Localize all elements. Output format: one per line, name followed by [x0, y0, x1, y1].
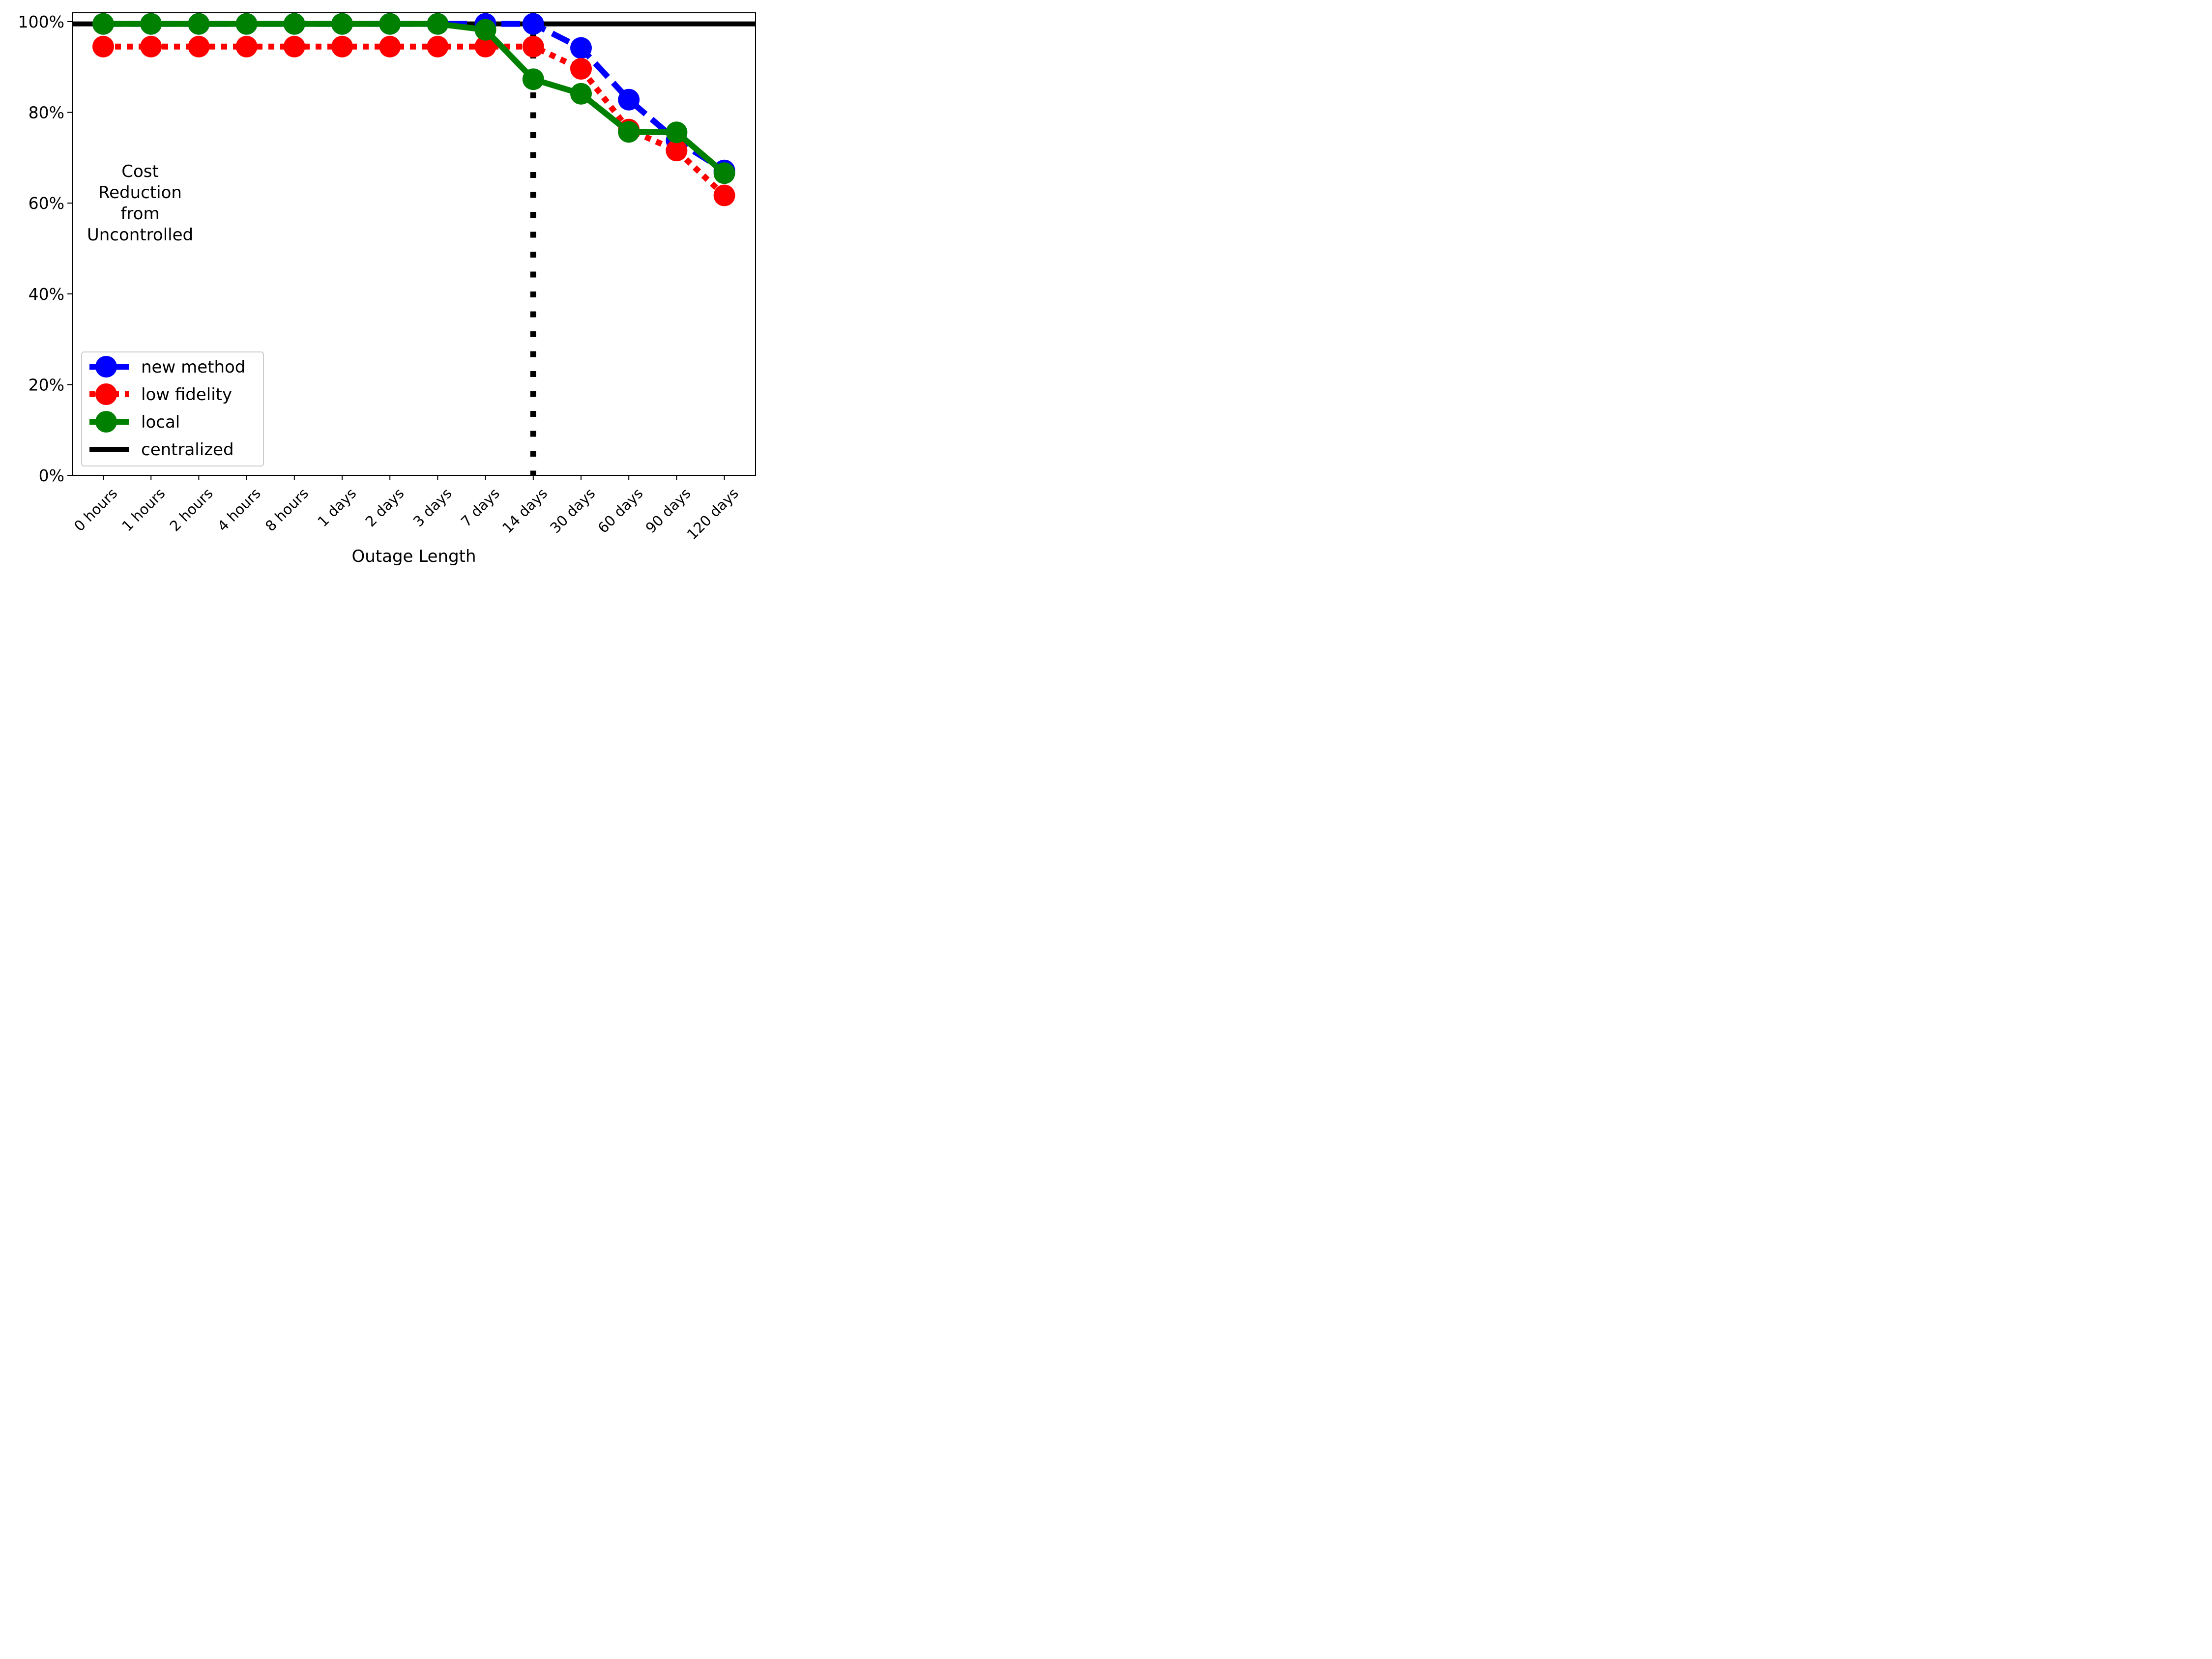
- side-label-line: Reduction: [98, 183, 182, 203]
- x-tick-label: 60 days: [594, 485, 646, 536]
- y-tick-label: 0%: [39, 466, 64, 485]
- x-tick-label: 14 days: [499, 485, 551, 536]
- data-point: [283, 35, 305, 58]
- data-point: [235, 35, 258, 58]
- data-point: [713, 162, 735, 184]
- data-point: [522, 13, 544, 35]
- data-point: [188, 35, 210, 58]
- x-axis-title: Outage Length: [351, 547, 476, 566]
- legend-entry-centralized: centralized: [89, 440, 234, 460]
- x-tick-label: 7 days: [458, 485, 503, 530]
- y-tick-label: 20%: [29, 375, 64, 394]
- series-line: [103, 43, 727, 198]
- data-point: [140, 35, 162, 58]
- y-tick-label: 100%: [18, 12, 64, 31]
- data-point: [713, 184, 735, 206]
- x-tick-label: 120 days: [684, 485, 742, 543]
- data-point: [331, 13, 353, 35]
- data-point: [618, 121, 640, 143]
- data-point: [188, 13, 210, 35]
- data-point: [140, 13, 162, 35]
- series-new-method: [92, 13, 735, 181]
- series-low-fidelity: [92, 35, 735, 206]
- data-point: [522, 68, 544, 90]
- legend-entry-new-method: new method: [89, 356, 245, 378]
- x-tick-label: 1 days: [314, 485, 359, 530]
- data-point: [92, 35, 114, 58]
- legend-marker: [95, 356, 117, 378]
- data-point: [379, 13, 401, 35]
- data-point: [474, 19, 496, 41]
- y-tick-label: 40%: [29, 285, 64, 304]
- data-point: [331, 35, 353, 58]
- x-tick-label: 8 hours: [262, 485, 312, 534]
- x-tick-label: 2 hours: [166, 485, 216, 534]
- legend-marker: [95, 411, 117, 433]
- data-point: [570, 37, 592, 59]
- x-tick-label: 0 hours: [71, 485, 120, 534]
- legend-label: new method: [141, 357, 245, 377]
- x-tick-label: 4 hours: [214, 485, 264, 534]
- series-local: [92, 13, 735, 184]
- data-point: [92, 13, 114, 35]
- side-label-line: Uncontrolled: [87, 225, 193, 245]
- data-point: [570, 58, 592, 80]
- legend-label: local: [141, 412, 180, 432]
- series-layer: [92, 13, 735, 206]
- x-tick-label: 1 hours: [118, 485, 168, 534]
- legend-entry-low-fidelity: low fidelity: [89, 383, 232, 405]
- data-point: [618, 88, 640, 111]
- plot-frame: [72, 12, 756, 476]
- legend-entry-local: local: [89, 411, 180, 433]
- data-point: [283, 13, 305, 35]
- legend-label: centralized: [141, 440, 234, 460]
- data-point: [570, 83, 592, 105]
- y-tick-label: 80%: [29, 103, 64, 122]
- data-point: [427, 35, 449, 58]
- x-tick-label: 3 days: [410, 485, 455, 530]
- side-label-line: from: [120, 204, 159, 224]
- data-point: [379, 35, 401, 58]
- legend: new method low fidelity local centralized: [81, 351, 264, 466]
- data-point: [666, 121, 688, 144]
- y-tick-label: 60%: [29, 194, 64, 213]
- legend-label: low fidelity: [141, 385, 232, 405]
- data-point: [522, 35, 544, 58]
- data-point: [666, 140, 688, 162]
- x-tick-label: 30 days: [547, 485, 598, 536]
- data-point: [474, 35, 496, 58]
- legend-box: [81, 351, 264, 466]
- data-point: [235, 13, 258, 35]
- data-point: [427, 13, 449, 35]
- x-tick-label: 2 days: [362, 485, 407, 530]
- legend-marker: [95, 383, 117, 405]
- side-label-line: Cost: [121, 162, 159, 181]
